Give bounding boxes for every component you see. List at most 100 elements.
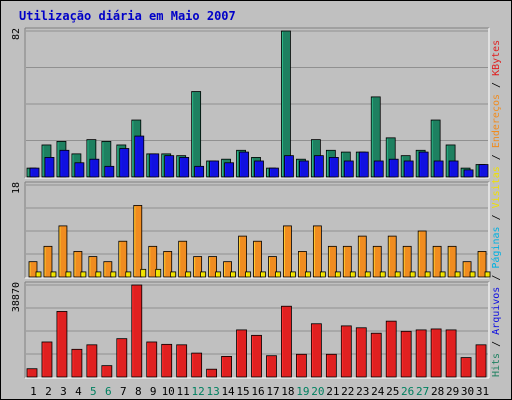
x-tick-label: 24 xyxy=(371,385,385,398)
bar-arquivos xyxy=(358,151,369,178)
bar-kbytes xyxy=(206,368,218,378)
bar-enderecos-fill xyxy=(454,271,461,278)
bar-arquivos-fill xyxy=(433,160,444,178)
bar-enderecos xyxy=(65,271,72,278)
bar-enderecos xyxy=(200,271,207,278)
bar-enderecos xyxy=(140,268,147,278)
bar-kbytes-fill xyxy=(370,332,382,378)
bar-visitas xyxy=(253,240,262,278)
bar-enderecos-fill xyxy=(95,271,102,278)
series-legend-label: Hits / Arquivos / Páginas / Visitas / En… xyxy=(490,40,502,377)
bar-visitas-fill xyxy=(73,251,83,278)
bar-visitas xyxy=(118,240,128,278)
x-tick-label: 8 xyxy=(135,385,142,398)
bar-arquivos xyxy=(44,157,55,178)
bar-kbytes-fill xyxy=(56,311,68,378)
bar-enderecos-fill xyxy=(469,271,476,278)
bar-kbytes-fill xyxy=(176,344,188,378)
bar-arquivos xyxy=(179,157,190,178)
bar-visitas-fill xyxy=(28,261,38,278)
bar-enderecos-fill xyxy=(484,271,491,278)
bar-visitas xyxy=(357,235,367,278)
bar-enderecos-fill xyxy=(170,271,177,278)
bar-visitas xyxy=(148,245,158,278)
bar-kbytes xyxy=(296,353,307,378)
bar-kbytes-fill xyxy=(251,334,262,378)
bar-visitas-fill xyxy=(312,225,322,278)
bar-enderecos-fill xyxy=(334,271,341,278)
bar-enderecos-fill xyxy=(50,271,57,278)
bar-enderecos-fill xyxy=(394,271,401,278)
x-tick-label: 17 xyxy=(266,385,279,398)
bar-arquivos-fill xyxy=(194,165,205,178)
bar-visitas xyxy=(268,256,277,278)
bar-kbytes xyxy=(161,343,173,378)
bar-visitas xyxy=(223,261,232,278)
bar-arquivos xyxy=(418,151,429,178)
bar-arquivos-fill xyxy=(104,165,115,178)
bar-kbytes-fill xyxy=(296,353,307,378)
bar-arquivos-fill xyxy=(343,160,354,178)
bar-kbytes-fill xyxy=(415,329,427,378)
bar-kbytes-fill xyxy=(236,329,247,378)
x-tick-label: 9 xyxy=(150,385,157,398)
legend-segment: Páginas xyxy=(490,226,502,268)
bar-enderecos xyxy=(439,271,446,278)
x-tick-label: 1 xyxy=(30,385,37,398)
bar-arquivos xyxy=(463,169,474,178)
bar-kbytes-fill xyxy=(161,343,173,378)
bar-kbytes xyxy=(221,356,232,378)
x-tick-label: 31 xyxy=(476,385,489,398)
bar-visitas xyxy=(477,251,487,278)
bar-enderecos xyxy=(125,271,132,278)
bar-kbytes-fill xyxy=(445,329,457,378)
bar-enderecos xyxy=(155,268,162,278)
bar-arquivos-fill xyxy=(224,162,234,178)
bar-enderecos-fill xyxy=(364,271,371,278)
legend-segment: / xyxy=(491,148,502,166)
x-tick-label: 26 xyxy=(401,385,414,398)
bar-visitas-fill xyxy=(163,251,173,278)
bar-enderecos xyxy=(230,271,236,278)
bar-kbytes-fill xyxy=(340,325,352,378)
bar-enderecos-fill xyxy=(140,268,147,278)
bar-visitas xyxy=(372,245,382,278)
bar-kbytes-fill xyxy=(26,368,38,378)
bar-arquivos xyxy=(164,155,175,178)
bar-kbytes-fill xyxy=(221,356,232,378)
bar-visitas-fill xyxy=(103,261,113,278)
x-tick-label: 30 xyxy=(461,385,474,398)
bar-enderecos xyxy=(394,271,401,278)
bar-enderecos-fill xyxy=(439,271,446,278)
bar-enderecos xyxy=(349,271,356,278)
bar-arquivos-fill xyxy=(29,167,40,178)
bar-arquivos xyxy=(388,158,399,178)
bar-kbytes xyxy=(415,329,427,378)
x-tick-label: 2 xyxy=(45,385,52,398)
bar-kbytes-fill xyxy=(475,344,487,378)
bar-arquivos xyxy=(149,153,160,178)
bar-visitas xyxy=(342,245,352,278)
bar-visitas xyxy=(208,256,218,278)
x-tick-label: 18 xyxy=(281,385,294,398)
bar-arquivos xyxy=(134,135,145,178)
bar-kbytes xyxy=(56,311,68,378)
legend-segment: KBytes xyxy=(491,40,502,76)
bar-visitas-fill xyxy=(178,240,188,278)
bar-enderecos-fill xyxy=(349,271,356,278)
panel-middle-ymax-label: 18 xyxy=(11,182,22,194)
bar-kbytes-fill xyxy=(355,327,367,378)
bar-enderecos xyxy=(379,271,386,278)
bar-kbytes-fill xyxy=(385,320,397,378)
bar-kbytes-fill xyxy=(266,355,277,378)
bar-visitas-fill xyxy=(43,245,53,278)
bar-arquivos-fill xyxy=(299,160,309,178)
bar-enderecos-fill xyxy=(319,271,326,278)
bar-arquivos xyxy=(343,160,354,178)
x-tick-label: 13 xyxy=(206,385,219,398)
legend-segment: / xyxy=(491,76,502,94)
bar-kbytes-fill xyxy=(400,330,412,378)
bar-arquivos-fill xyxy=(44,157,55,178)
x-tick-label: 25 xyxy=(386,385,399,398)
bar-arquivos-fill xyxy=(254,160,264,178)
